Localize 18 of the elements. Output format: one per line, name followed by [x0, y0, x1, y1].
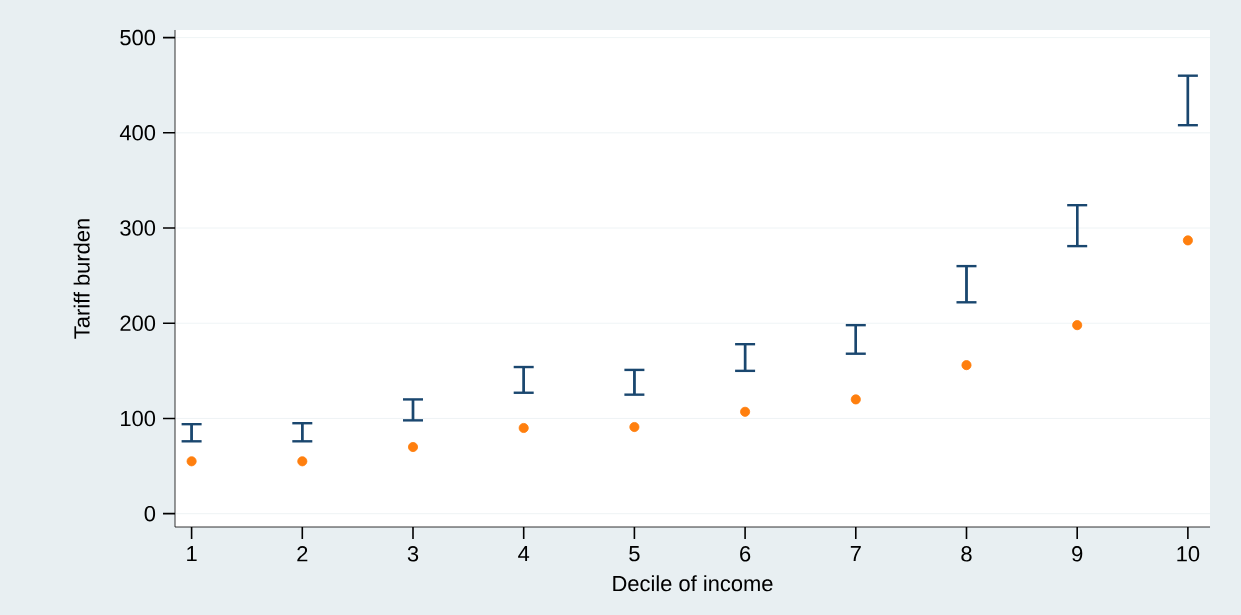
- x-tick-label: 8: [961, 546, 972, 562]
- x-tick-label: 2: [297, 546, 308, 562]
- x-tick-label: 9: [1072, 546, 1083, 562]
- y-tick-label: 300: [120, 220, 156, 236]
- y-tick-label: 400: [119, 125, 156, 141]
- x-tick-label: 10: [1177, 546, 1200, 562]
- x-axis-title: Decile of income: [613, 575, 773, 592]
- x-tick-label: 3: [407, 546, 419, 562]
- x-tick-label: 5: [629, 546, 640, 562]
- y-tick-label: 100: [121, 410, 156, 427]
- x-tick-label: 4: [518, 546, 530, 562]
- x-tick-label: 7: [850, 546, 861, 562]
- y-tick-label: 200: [120, 315, 156, 332]
- x-tick-label: 1: [187, 546, 197, 562]
- y-axis-title: Tariff burden: [73, 219, 90, 339]
- y-tick-label: 500: [120, 29, 156, 46]
- y-tick-label: 0: [144, 505, 156, 522]
- x-tick-label: 6: [740, 546, 751, 562]
